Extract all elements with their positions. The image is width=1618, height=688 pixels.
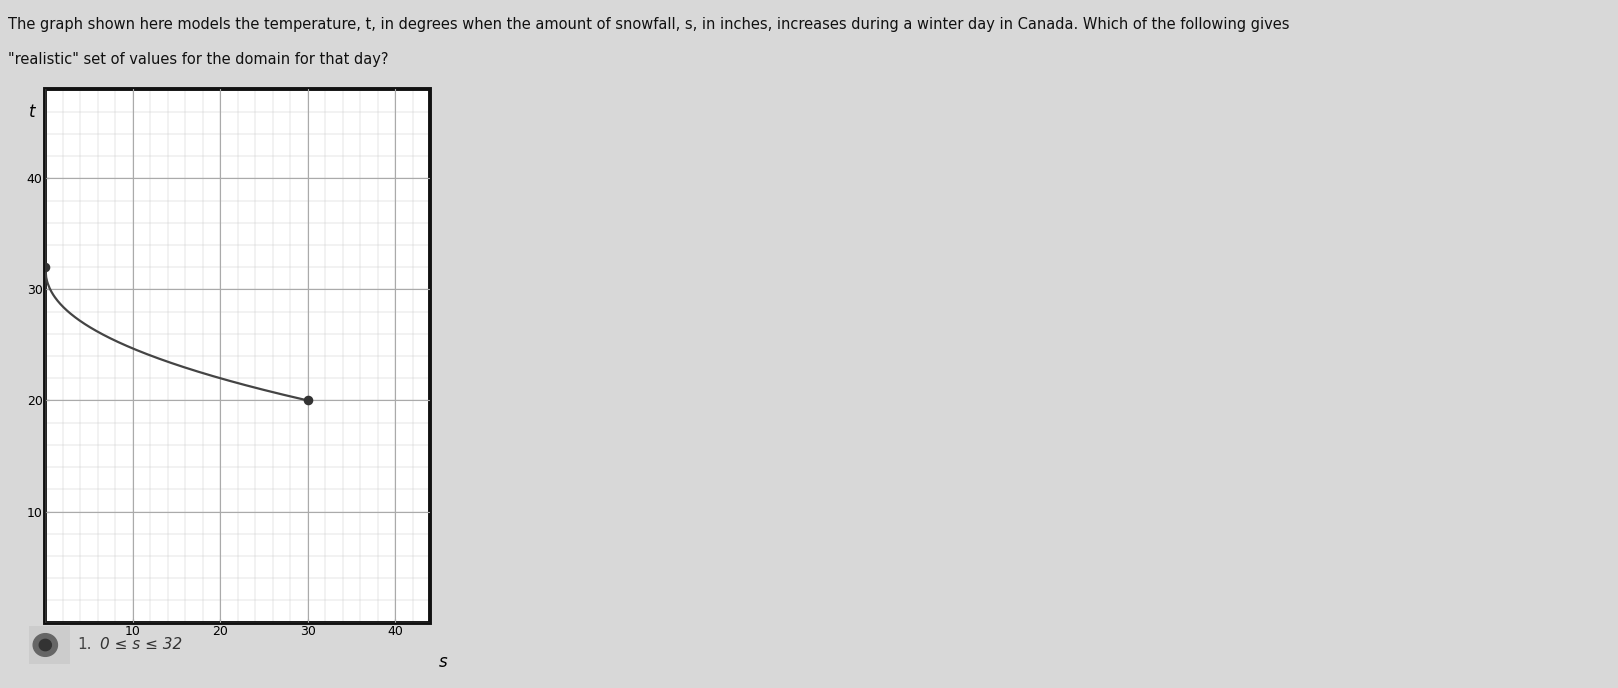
Text: 1.: 1. (78, 637, 92, 652)
Circle shape (39, 639, 52, 651)
Text: The graph shown here models the temperature, t, in degrees when the amount of sn: The graph shown here models the temperat… (8, 17, 1290, 32)
Point (32, 261, 58, 272)
Text: s: s (438, 652, 448, 671)
Text: t: t (29, 103, 36, 120)
Text: 0 ≤ s ≤ 32: 0 ≤ s ≤ 32 (100, 637, 183, 652)
Text: "realistic" set of values for the domain for that day?: "realistic" set of values for the domain… (8, 52, 388, 67)
Circle shape (32, 634, 58, 656)
Point (294, 395, 320, 406)
